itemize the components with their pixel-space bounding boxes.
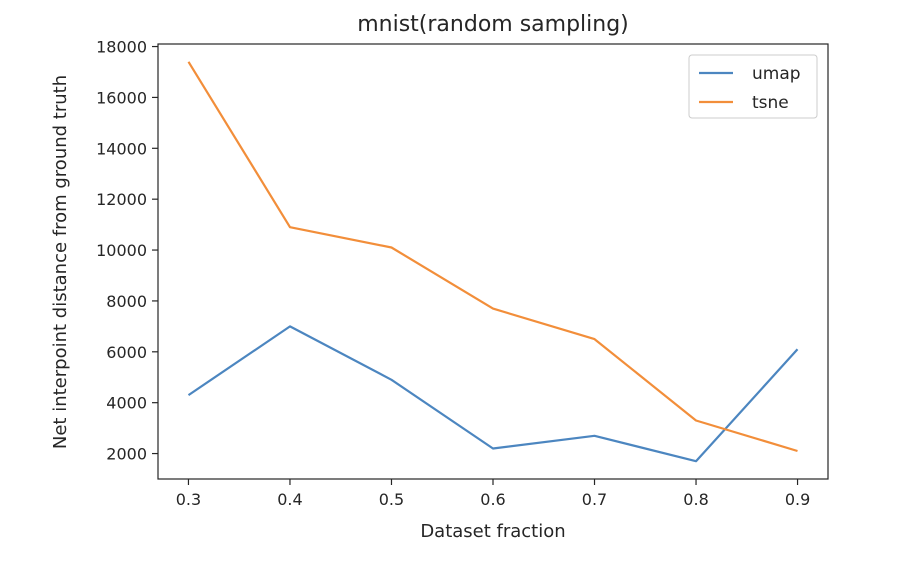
y-tick-label: 18000 <box>96 38 147 57</box>
x-tick-label: 0.3 <box>176 490 201 509</box>
x-tick-label: 0.8 <box>683 490 708 509</box>
y-tick-label: 6000 <box>106 343 147 362</box>
y-tick-label: 4000 <box>106 394 147 413</box>
y-tick-label: 8000 <box>106 292 147 311</box>
x-tick-label: 0.5 <box>379 490 404 509</box>
x-axis-label: Dataset fraction <box>420 521 565 542</box>
chart-title: mnist(random sampling) <box>357 12 629 37</box>
y-tick-label: 14000 <box>96 139 147 158</box>
y-tick-label: 2000 <box>106 445 147 464</box>
y-tick-label: 16000 <box>96 88 147 107</box>
y-tick-label: 12000 <box>96 190 147 209</box>
series-line-umap <box>187 325 799 463</box>
x-tick-label: 0.4 <box>277 490 302 509</box>
x-tick-label: 0.9 <box>785 490 810 509</box>
x-tick-label: 0.6 <box>480 490 505 509</box>
series-line-tsne <box>187 61 798 453</box>
x-tick-label: 0.7 <box>582 490 607 509</box>
y-tick-label: 10000 <box>96 241 147 260</box>
plot-area: 0.3 0.4 0.5 0.6 0.7 0.8 0.9 2000 4000 6000 8000 100… <box>96 38 829 509</box>
legend-label-tsne: tsne <box>752 93 789 113</box>
legend-label-umap: umap <box>752 64 801 84</box>
y-axis-label: Net interpoint distance from ground trut… <box>50 75 71 449</box>
